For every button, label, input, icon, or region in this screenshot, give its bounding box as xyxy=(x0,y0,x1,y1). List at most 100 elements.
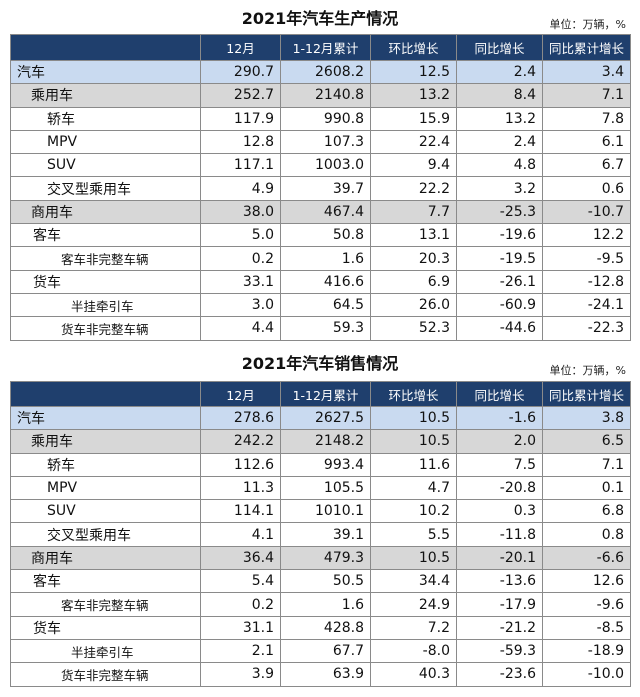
table-row: 货车非完整车辆 3.9 63.9 40.3 -23.6 -10.0 xyxy=(10,662,631,687)
row-value: -23.6 xyxy=(456,662,543,687)
row-value: 7.2 xyxy=(370,615,457,640)
row-value: 10.2 xyxy=(370,499,457,524)
row-value: 479.3 xyxy=(280,545,371,571)
row-label: 货车非完整车辆 xyxy=(10,662,201,687)
row-value: 34.4 xyxy=(370,569,457,594)
row-value: 467.4 xyxy=(280,199,371,225)
row-value: 6.9 xyxy=(370,269,457,294)
row-label: 轿车 xyxy=(10,452,201,477)
row-value: 38.0 xyxy=(200,199,281,225)
table-row: 轿车 117.9 990.8 15.9 13.2 7.8 xyxy=(10,106,631,131)
row-value: 10.5 xyxy=(370,545,457,571)
table-row: 客车 5.0 50.8 13.1 -19.6 12.2 xyxy=(10,223,631,248)
table-row: 乘用车 242.2 2148.2 10.5 2.0 6.5 xyxy=(10,429,631,454)
row-value: 2608.2 xyxy=(280,59,371,85)
row-value: 13.2 xyxy=(370,83,457,108)
table-row: 交叉型乘用车 4.9 39.7 22.2 3.2 0.6 xyxy=(10,176,631,201)
row-value: 22.2 xyxy=(370,176,457,201)
row-label: SUV xyxy=(10,499,201,524)
sales-header-col-0 xyxy=(10,381,201,407)
row-value: -18.9 xyxy=(542,638,631,664)
row-value: 3.9 xyxy=(200,662,281,687)
row-value: 63.9 xyxy=(280,662,371,687)
row-value: 5.5 xyxy=(370,522,457,547)
sales-table: 12月 1-12月累计 环比增长 同比增长 同比累计增长 汽车 278.6 2627.5 10… xyxy=(10,381,631,687)
production-header-col-5: 同比累计增长 xyxy=(542,34,631,61)
row-value: 2627.5 xyxy=(280,405,371,431)
row-value: 4.8 xyxy=(456,153,543,178)
row-value: 5.0 xyxy=(200,223,281,248)
table-row: 汽车 290.7 2608.2 12.5 2.4 3.4 xyxy=(10,59,631,85)
row-value: 22.4 xyxy=(370,129,457,155)
row-label: 汽车 xyxy=(10,59,201,85)
row-value: 7.8 xyxy=(542,106,631,131)
row-value: -13.6 xyxy=(456,569,543,594)
row-value: -19.6 xyxy=(456,223,543,248)
row-value: 4.4 xyxy=(200,316,281,341)
production-header-col-1: 12月 xyxy=(200,34,281,61)
table-row: SUV 117.1 1003.0 9.4 4.8 6.7 xyxy=(10,153,631,178)
row-value: -8.0 xyxy=(370,638,457,664)
table-row: 货车 31.1 428.8 7.2 -21.2 -8.5 xyxy=(10,615,631,640)
row-value: 112.6 xyxy=(200,452,281,477)
row-value: -6.6 xyxy=(542,545,631,571)
row-value: 13.2 xyxy=(456,106,543,131)
row-value: 6.8 xyxy=(542,499,631,524)
table-row: 轿车 112.6 993.4 11.6 7.5 7.1 xyxy=(10,452,631,477)
table-row: 商用车 36.4 479.3 10.5 -20.1 -6.6 xyxy=(10,545,631,571)
row-value: -1.6 xyxy=(456,405,543,431)
row-value: 24.9 xyxy=(370,592,457,617)
row-value: 33.1 xyxy=(200,269,281,294)
row-value: 52.3 xyxy=(370,316,457,341)
row-value: 990.8 xyxy=(280,106,371,131)
sales-header-row: 12月 1-12月累计 环比增长 同比增长 同比累计增长 xyxy=(10,381,631,407)
production-header-col-2: 1-12月累计 xyxy=(280,34,371,61)
production-header-col-0 xyxy=(10,34,201,61)
row-value: 7.1 xyxy=(542,452,631,477)
sales-header-col-4: 同比增长 xyxy=(456,381,543,407)
row-value: 3.0 xyxy=(200,292,281,318)
row-value: 10.5 xyxy=(370,405,457,431)
sales-unit: 单位：万辆，% xyxy=(549,364,626,377)
row-value: 0.2 xyxy=(200,246,281,271)
row-label: 交叉型乘用车 xyxy=(10,522,201,547)
row-value: 67.7 xyxy=(280,638,371,664)
production-header-col-4: 同比增长 xyxy=(456,34,543,61)
row-value: 107.3 xyxy=(280,129,371,155)
row-value: 3.4 xyxy=(542,59,631,85)
row-value: 1.6 xyxy=(280,246,371,271)
row-value: -25.3 xyxy=(456,199,543,225)
row-value: 6.1 xyxy=(542,129,631,155)
row-value: 2148.2 xyxy=(280,429,371,454)
sales-header-col-5: 同比累计增长 xyxy=(542,381,631,407)
row-value: -20.8 xyxy=(456,475,543,501)
row-value: 4.9 xyxy=(200,176,281,201)
table-row: 半挂牵引车 3.0 64.5 26.0 -60.9 -24.1 xyxy=(10,292,631,318)
row-label: 客车非完整车辆 xyxy=(10,246,201,271)
row-value: -26.1 xyxy=(456,269,543,294)
table-row: 客车 5.4 50.5 34.4 -13.6 12.6 xyxy=(10,569,631,594)
table-row: 汽车 278.6 2627.5 10.5 -1.6 3.8 xyxy=(10,405,631,431)
row-value: -44.6 xyxy=(456,316,543,341)
row-value: 7.5 xyxy=(456,452,543,477)
row-value: 2.4 xyxy=(456,129,543,155)
row-value: 12.8 xyxy=(200,129,281,155)
row-value: 278.6 xyxy=(200,405,281,431)
row-value: 242.2 xyxy=(200,429,281,454)
production-header-row: 12月 1-12月累计 环比增长 同比增长 同比累计增长 xyxy=(10,34,631,61)
table-row: 客车非完整车辆 0.2 1.6 20.3 -19.5 -9.5 xyxy=(10,246,631,271)
row-value: -21.2 xyxy=(456,615,543,640)
row-value: 26.0 xyxy=(370,292,457,318)
row-value: 0.6 xyxy=(542,176,631,201)
row-value: 12.5 xyxy=(370,59,457,85)
row-value: -60.9 xyxy=(456,292,543,318)
table-row: 货车 33.1 416.6 6.9 -26.1 -12.8 xyxy=(10,269,631,294)
row-value: -8.5 xyxy=(542,615,631,640)
table-row: MPV 12.8 107.3 22.4 2.4 6.1 xyxy=(10,129,631,155)
row-label: 客车 xyxy=(10,569,201,594)
row-label: 半挂牵引车 xyxy=(10,292,201,318)
row-value: -22.3 xyxy=(542,316,631,341)
row-value: -10.0 xyxy=(542,662,631,687)
row-value: 2140.8 xyxy=(280,83,371,108)
table-row: MPV 11.3 105.5 4.7 -20.8 0.1 xyxy=(10,475,631,501)
